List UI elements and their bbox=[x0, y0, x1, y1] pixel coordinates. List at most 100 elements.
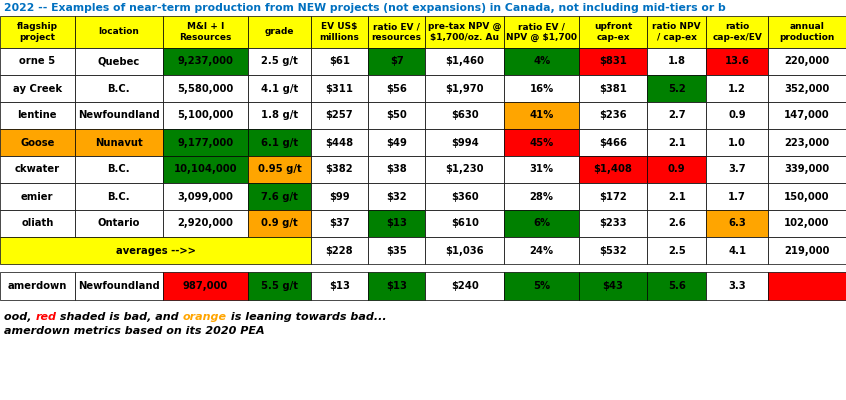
Bar bbox=[426, 237, 504, 264]
Bar bbox=[647, 156, 706, 183]
Text: $49: $49 bbox=[386, 138, 407, 148]
Bar bbox=[768, 48, 846, 75]
Bar bbox=[311, 129, 368, 156]
Bar bbox=[368, 156, 426, 183]
Text: $233: $233 bbox=[599, 218, 627, 228]
Bar bbox=[249, 183, 311, 210]
Bar bbox=[579, 272, 647, 300]
Text: $831: $831 bbox=[599, 56, 627, 66]
Text: $448: $448 bbox=[326, 138, 354, 148]
Text: 4.1: 4.1 bbox=[728, 246, 746, 256]
Text: 102,000: 102,000 bbox=[784, 218, 830, 228]
Bar bbox=[647, 102, 706, 129]
Text: amerdown metrics based on its 2020 PEA: amerdown metrics based on its 2020 PEA bbox=[4, 326, 265, 336]
Bar bbox=[504, 129, 579, 156]
Text: 147,000: 147,000 bbox=[784, 110, 830, 120]
Bar bbox=[504, 237, 579, 264]
Text: 5.2: 5.2 bbox=[668, 84, 685, 94]
Text: $7: $7 bbox=[390, 56, 404, 66]
Bar bbox=[504, 272, 579, 300]
Text: 5,100,000: 5,100,000 bbox=[178, 110, 233, 120]
Text: annual
production: annual production bbox=[779, 22, 835, 42]
Bar bbox=[504, 16, 579, 48]
Text: 16%: 16% bbox=[530, 84, 554, 94]
Bar bbox=[162, 16, 249, 48]
Text: Ontario: Ontario bbox=[97, 218, 140, 228]
Bar bbox=[579, 16, 647, 48]
Bar bbox=[768, 129, 846, 156]
Text: $13: $13 bbox=[386, 281, 407, 291]
Bar bbox=[426, 210, 504, 237]
Text: $228: $228 bbox=[326, 246, 354, 256]
Text: 220,000: 220,000 bbox=[784, 56, 830, 66]
Bar bbox=[504, 156, 579, 183]
Text: grade: grade bbox=[265, 28, 294, 36]
Bar bbox=[647, 16, 706, 48]
Bar bbox=[647, 183, 706, 210]
Text: 2.1: 2.1 bbox=[667, 138, 686, 148]
Text: B.C.: B.C. bbox=[107, 164, 130, 174]
Text: 1.0: 1.0 bbox=[728, 138, 746, 148]
Text: orange: orange bbox=[183, 312, 227, 322]
Text: ratio NPV
/ cap-ex: ratio NPV / cap-ex bbox=[652, 22, 701, 42]
Text: 0.9: 0.9 bbox=[668, 164, 685, 174]
Bar bbox=[74, 102, 162, 129]
Bar bbox=[504, 48, 579, 75]
Text: ood,: ood, bbox=[4, 312, 36, 322]
Bar bbox=[579, 183, 647, 210]
Bar bbox=[0, 102, 74, 129]
Text: $532: $532 bbox=[599, 246, 627, 256]
Text: pre-tax NPV @
$1,700/oz. Au: pre-tax NPV @ $1,700/oz. Au bbox=[428, 22, 502, 42]
Text: 10,104,000: 10,104,000 bbox=[173, 164, 237, 174]
Text: $381: $381 bbox=[599, 84, 627, 94]
Bar bbox=[579, 102, 647, 129]
Bar bbox=[0, 0, 846, 16]
Text: EV US$
millions: EV US$ millions bbox=[320, 22, 360, 42]
Bar bbox=[706, 210, 768, 237]
Text: 3,099,000: 3,099,000 bbox=[178, 192, 233, 202]
Text: 2022 -- Examples of near-term production from NEW projects (not expansions) in C: 2022 -- Examples of near-term production… bbox=[4, 3, 726, 13]
Text: oliath: oliath bbox=[21, 218, 53, 228]
Text: B.C.: B.C. bbox=[107, 84, 130, 94]
Bar bbox=[647, 272, 706, 300]
Text: $13: $13 bbox=[329, 281, 350, 291]
Bar bbox=[74, 129, 162, 156]
Bar bbox=[706, 156, 768, 183]
Text: $1,230: $1,230 bbox=[446, 164, 484, 174]
Bar bbox=[74, 75, 162, 102]
Text: 2.5 g/t: 2.5 g/t bbox=[261, 56, 298, 66]
Bar bbox=[0, 210, 74, 237]
Bar bbox=[162, 210, 249, 237]
Text: 1.8: 1.8 bbox=[667, 56, 686, 66]
Text: $1,460: $1,460 bbox=[445, 56, 484, 66]
Text: 6%: 6% bbox=[533, 218, 550, 228]
Bar bbox=[647, 129, 706, 156]
Text: ay Creek: ay Creek bbox=[13, 84, 62, 94]
Text: 2,920,000: 2,920,000 bbox=[178, 218, 233, 228]
Text: orne 5: orne 5 bbox=[19, 56, 56, 66]
Text: 1.8 g/t: 1.8 g/t bbox=[261, 110, 298, 120]
Bar bbox=[647, 210, 706, 237]
Bar bbox=[311, 48, 368, 75]
Text: red: red bbox=[36, 312, 57, 322]
Text: Goose: Goose bbox=[20, 138, 54, 148]
Bar bbox=[647, 237, 706, 264]
Text: 5.6: 5.6 bbox=[667, 281, 686, 291]
Text: $32: $32 bbox=[387, 192, 407, 202]
Text: M&I + I
Resources: M&I + I Resources bbox=[179, 22, 232, 42]
Bar bbox=[706, 237, 768, 264]
Text: $61: $61 bbox=[329, 56, 350, 66]
Text: 6.1 g/t: 6.1 g/t bbox=[261, 138, 298, 148]
Bar bbox=[311, 156, 368, 183]
Bar bbox=[579, 75, 647, 102]
Text: 3.7: 3.7 bbox=[728, 164, 746, 174]
Bar bbox=[768, 156, 846, 183]
Text: 6.3: 6.3 bbox=[728, 218, 746, 228]
Text: 1.2: 1.2 bbox=[728, 84, 746, 94]
Bar bbox=[311, 272, 368, 300]
Text: 41%: 41% bbox=[530, 110, 554, 120]
Text: $35: $35 bbox=[387, 246, 407, 256]
Text: $257: $257 bbox=[326, 110, 354, 120]
Bar bbox=[0, 75, 74, 102]
Bar bbox=[426, 156, 504, 183]
